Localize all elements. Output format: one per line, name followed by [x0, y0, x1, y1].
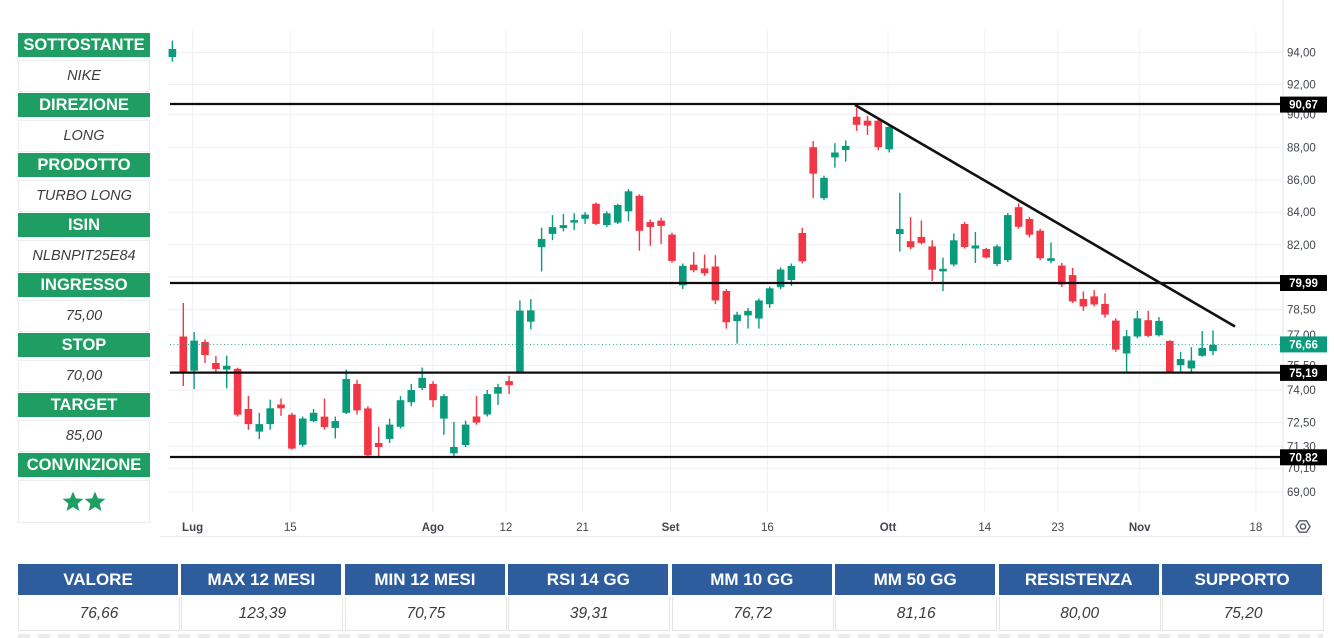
svg-text:Set: Set — [662, 522, 680, 534]
svg-text:Lug: Lug — [182, 522, 203, 534]
svg-text:Nov: Nov — [1129, 522, 1151, 534]
svg-text:94,00: 94,00 — [1287, 47, 1316, 59]
svg-text:86,00: 86,00 — [1287, 175, 1316, 187]
svg-text:92,00: 92,00 — [1287, 80, 1316, 92]
svg-text:76,66: 76,66 — [1289, 339, 1318, 351]
svg-text:18: 18 — [1250, 522, 1263, 534]
svg-text:14: 14 — [978, 522, 991, 534]
svg-text:79,99: 79,99 — [1289, 278, 1318, 290]
svg-text:69,00: 69,00 — [1287, 487, 1316, 499]
svg-text:23: 23 — [1051, 522, 1064, 534]
svg-text:72,50: 72,50 — [1287, 418, 1316, 430]
svg-text:70,82: 70,82 — [1289, 452, 1318, 464]
svg-text:90,67: 90,67 — [1289, 100, 1318, 112]
svg-text:70,10: 70,10 — [1287, 463, 1316, 475]
svg-text:21: 21 — [576, 522, 589, 534]
svg-text:16: 16 — [761, 522, 774, 534]
svg-text:Ago: Ago — [422, 522, 444, 534]
svg-text:82,00: 82,00 — [1287, 240, 1316, 252]
svg-text:74,00: 74,00 — [1287, 385, 1316, 397]
svg-text:75,19: 75,19 — [1289, 368, 1318, 380]
svg-text:78,50: 78,50 — [1287, 305, 1316, 317]
svg-text:Ott: Ott — [880, 522, 897, 534]
svg-text:12: 12 — [500, 522, 513, 534]
svg-text:84,00: 84,00 — [1287, 207, 1316, 219]
svg-text:88,00: 88,00 — [1287, 142, 1316, 154]
svg-text:15: 15 — [284, 522, 297, 534]
